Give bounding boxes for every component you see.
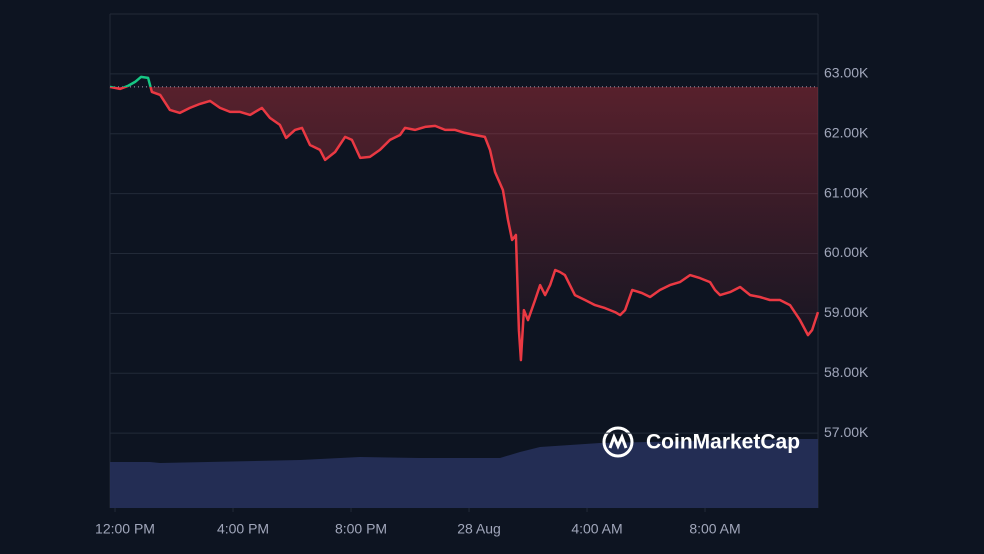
price-line: [109, 86, 820, 362]
x-tick-label: 12:00 PM: [95, 521, 155, 537]
y-tick-label: 59.00K: [824, 304, 869, 320]
volume-area: [110, 439, 818, 508]
x-tick-label: 4:00 PM: [217, 521, 269, 537]
y-tick-label: 61.00K: [824, 184, 869, 200]
y-tick-label: 58.00K: [824, 364, 869, 380]
y-tick-label: 62.00K: [824, 124, 869, 140]
y-tick-label: 63.00K: [824, 65, 869, 81]
watermark-logo: [602, 426, 634, 458]
y-tick-label: 57.00K: [824, 424, 869, 440]
x-tick-label: 4:00 AM: [571, 521, 622, 537]
x-tick-label: 8:00 PM: [335, 521, 387, 537]
plot: 57.00K 58.00K 59.00K 60.00K 61.00K 62.00K 63.0…: [95, 65, 869, 537]
x-tick-label: 8:00 AM: [689, 521, 740, 537]
x-tick-label: 28 Aug: [457, 521, 501, 537]
watermark: CoinMarketCap: [646, 431, 800, 454]
y-tick-label: 60.00K: [824, 244, 869, 260]
